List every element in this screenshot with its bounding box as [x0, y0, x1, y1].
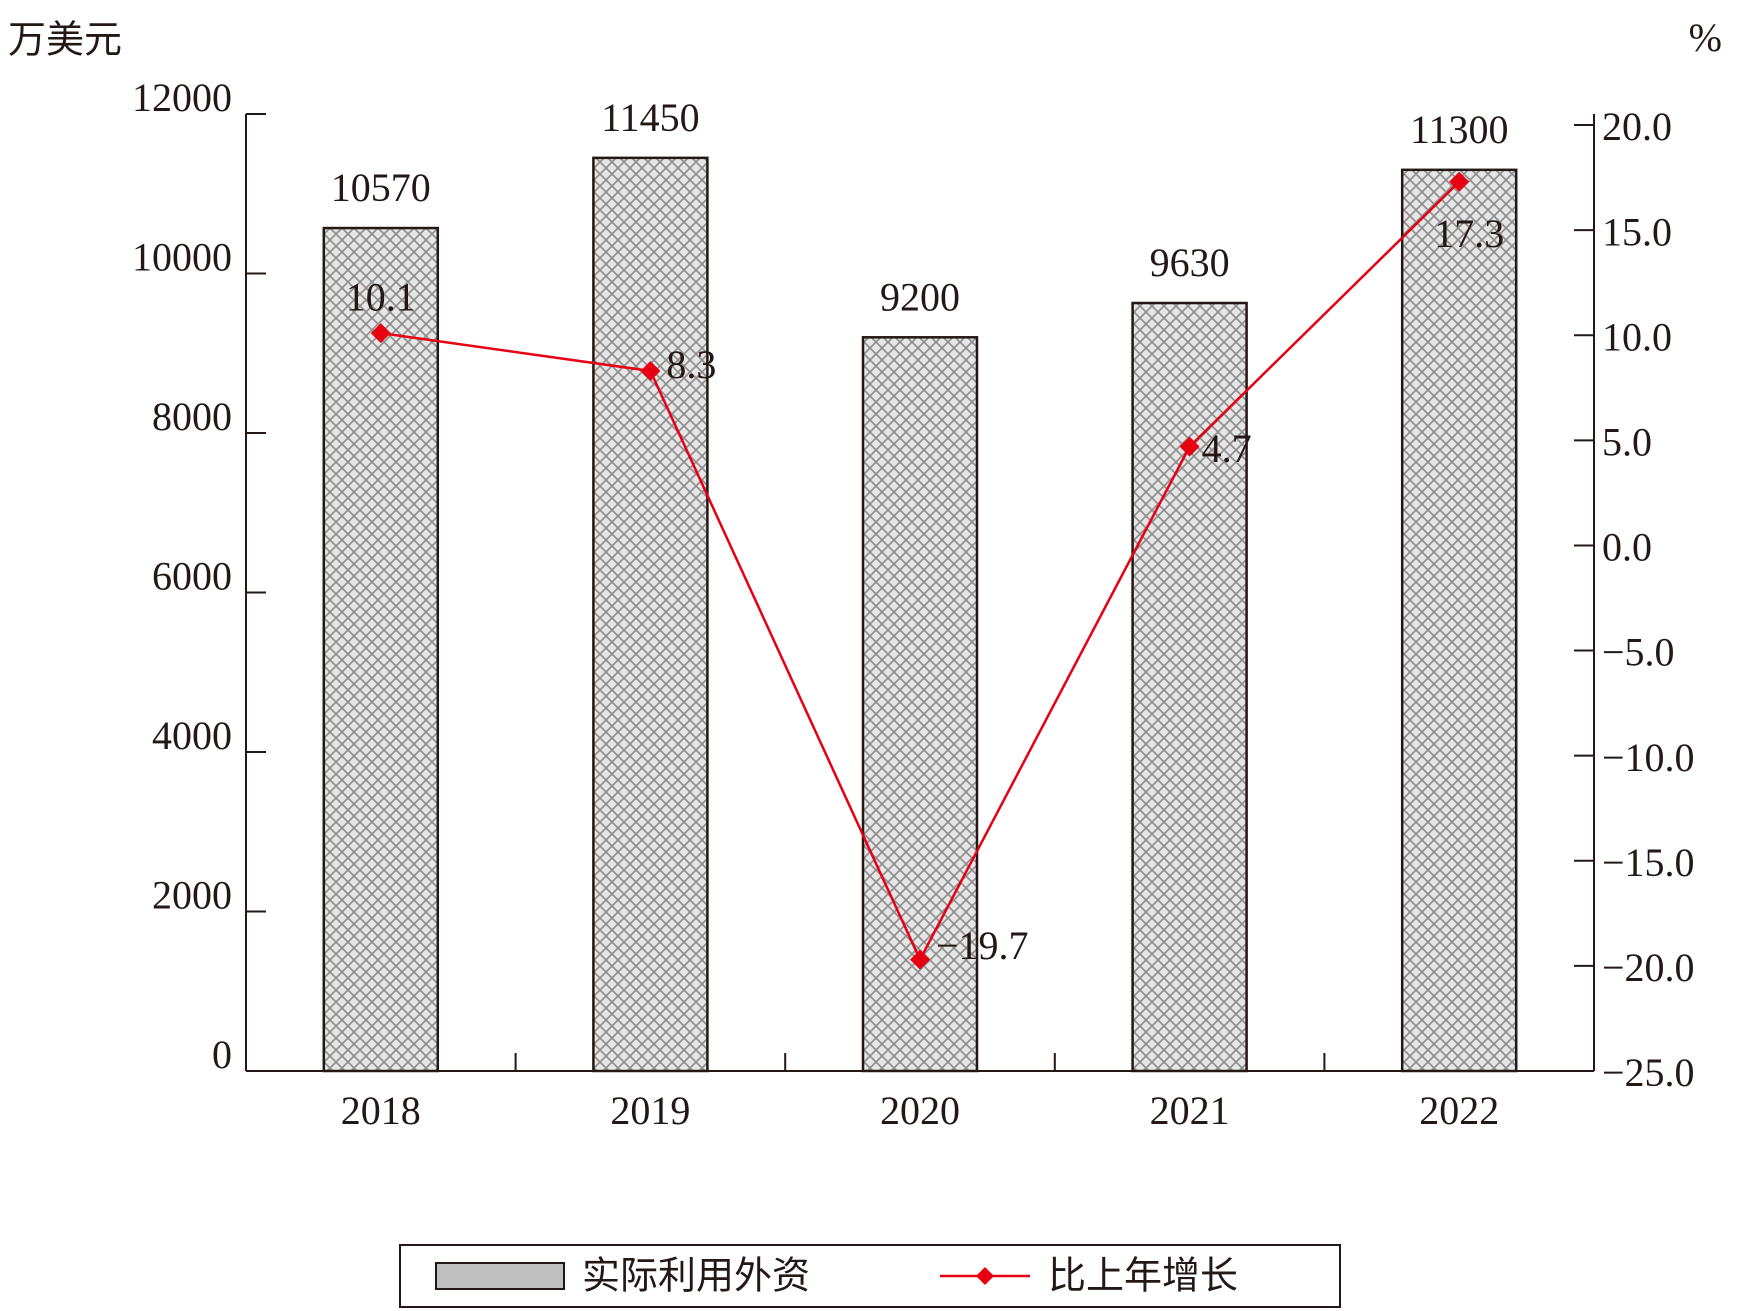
y-tick-label: 4000 [152, 713, 232, 758]
bar [1400, 168, 1518, 1073]
legend-label: 实际利用外资 [582, 1254, 810, 1298]
x-tick-label: 2021 [1150, 1088, 1230, 1133]
y-tick-label: 12000 [132, 75, 232, 120]
y2-tick-label: −20.0 [1602, 945, 1695, 990]
y2-tick-label: −10.0 [1602, 735, 1695, 780]
bar-value-label: 11300 [1410, 107, 1509, 152]
y-tick-label: 2000 [152, 873, 232, 918]
y2-tick-label: −5.0 [1602, 630, 1675, 675]
y2-tick-label: 10.0 [1602, 314, 1672, 359]
y-tick-label: 10000 [132, 235, 232, 280]
y2-tick-label: −15.0 [1602, 840, 1695, 885]
y-tick-label: 6000 [152, 554, 232, 599]
line-marker [640, 360, 661, 381]
line-marker [910, 949, 930, 970]
y-tick-label: 0 [212, 1032, 232, 1077]
bar [592, 156, 709, 1073]
x-tick-label: 2018 [341, 1088, 421, 1133]
line-value-label: −19.7 [936, 923, 1029, 968]
line-marker [1449, 171, 1470, 192]
y-axis-label: 万美元 [8, 18, 122, 62]
legend-marker [976, 1267, 994, 1285]
bar [1131, 301, 1248, 1073]
line-value-label: 10.1 [346, 274, 416, 319]
bar [861, 336, 979, 1073]
y2-tick-label: 5.0 [1602, 420, 1652, 465]
bar-value-label: 10570 [331, 165, 431, 210]
line-value-label: 4.7 [1202, 426, 1252, 471]
bar-value-label: 9630 [1150, 240, 1230, 285]
bar-value-label: 9200 [880, 274, 960, 319]
y2-tick-label: −25.0 [1602, 1050, 1695, 1095]
y2-tick-label: 15.0 [1602, 209, 1672, 254]
legend-swatch [435, 1262, 565, 1290]
legend-label: 比上年增长 [1048, 1254, 1238, 1298]
y-tick-label: 8000 [152, 394, 232, 439]
x-tick-label: 2019 [610, 1088, 690, 1133]
x-tick-label: 2022 [1419, 1088, 1499, 1133]
bar-value-label: 11450 [601, 95, 700, 140]
line-value-label: 8.3 [666, 342, 716, 387]
y2-tick-label: 20.0 [1602, 104, 1672, 149]
line-value-label: 17.3 [1434, 211, 1504, 256]
x-tick-label: 2020 [880, 1088, 960, 1133]
bar [322, 226, 440, 1073]
y2-axis-label: % [1689, 15, 1722, 60]
y2-tick-label: 0.0 [1602, 525, 1652, 570]
line-marker [370, 323, 391, 344]
line-marker [1179, 436, 1200, 457]
